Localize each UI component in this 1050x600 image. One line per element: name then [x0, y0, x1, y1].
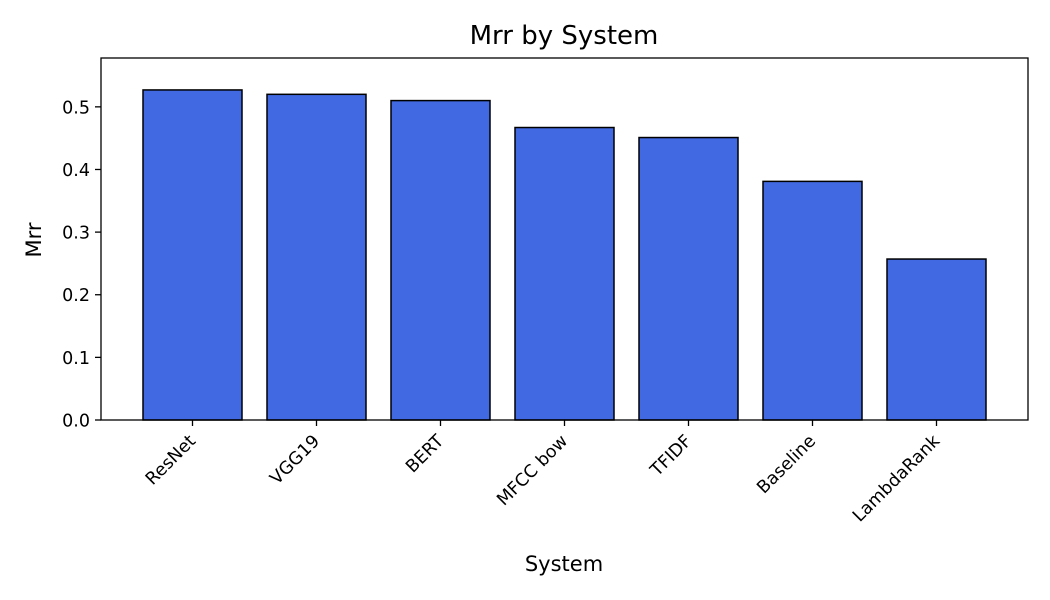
x-tick-label: Baseline	[753, 431, 820, 498]
y-axis: 0.0 0.1 0.2 0.3 0.4 0.5	[62, 98, 101, 432]
bar-bert	[390, 99, 491, 421]
bar-baseline	[762, 180, 863, 421]
x-tick-label: ResNet	[142, 431, 200, 489]
chart-title: Mrr by System	[470, 21, 659, 51]
y-tick-label: 0.4	[62, 161, 90, 181]
bars-group	[142, 89, 987, 421]
bar-tfidf	[638, 136, 739, 421]
x-axis: ResNet VGG19 BERT MFCC bow TFIDF Baseline Lamb…	[142, 420, 945, 526]
y-axis-label: Mrr	[22, 222, 46, 257]
bar-resnet	[142, 89, 243, 421]
bar-lambdarank	[886, 258, 987, 421]
x-tick-label: TFIDF	[646, 431, 696, 481]
y-tick-label: 0.0	[62, 412, 90, 432]
y-tick-label: 0.5	[62, 98, 90, 118]
x-tick-label: LambdaRank	[849, 431, 944, 526]
x-tick-label: MFCC bow	[493, 431, 572, 510]
y-tick-label: 0.1	[62, 349, 90, 369]
y-tick-label: 0.2	[62, 286, 90, 306]
x-tick-label: BERT	[402, 431, 448, 477]
y-tick-label: 0.3	[62, 224, 90, 244]
bar-vgg19	[266, 93, 367, 421]
x-axis-label: System	[525, 552, 603, 576]
x-tick-label: VGG19	[266, 431, 324, 489]
bar-mfcc-bow	[514, 126, 615, 421]
